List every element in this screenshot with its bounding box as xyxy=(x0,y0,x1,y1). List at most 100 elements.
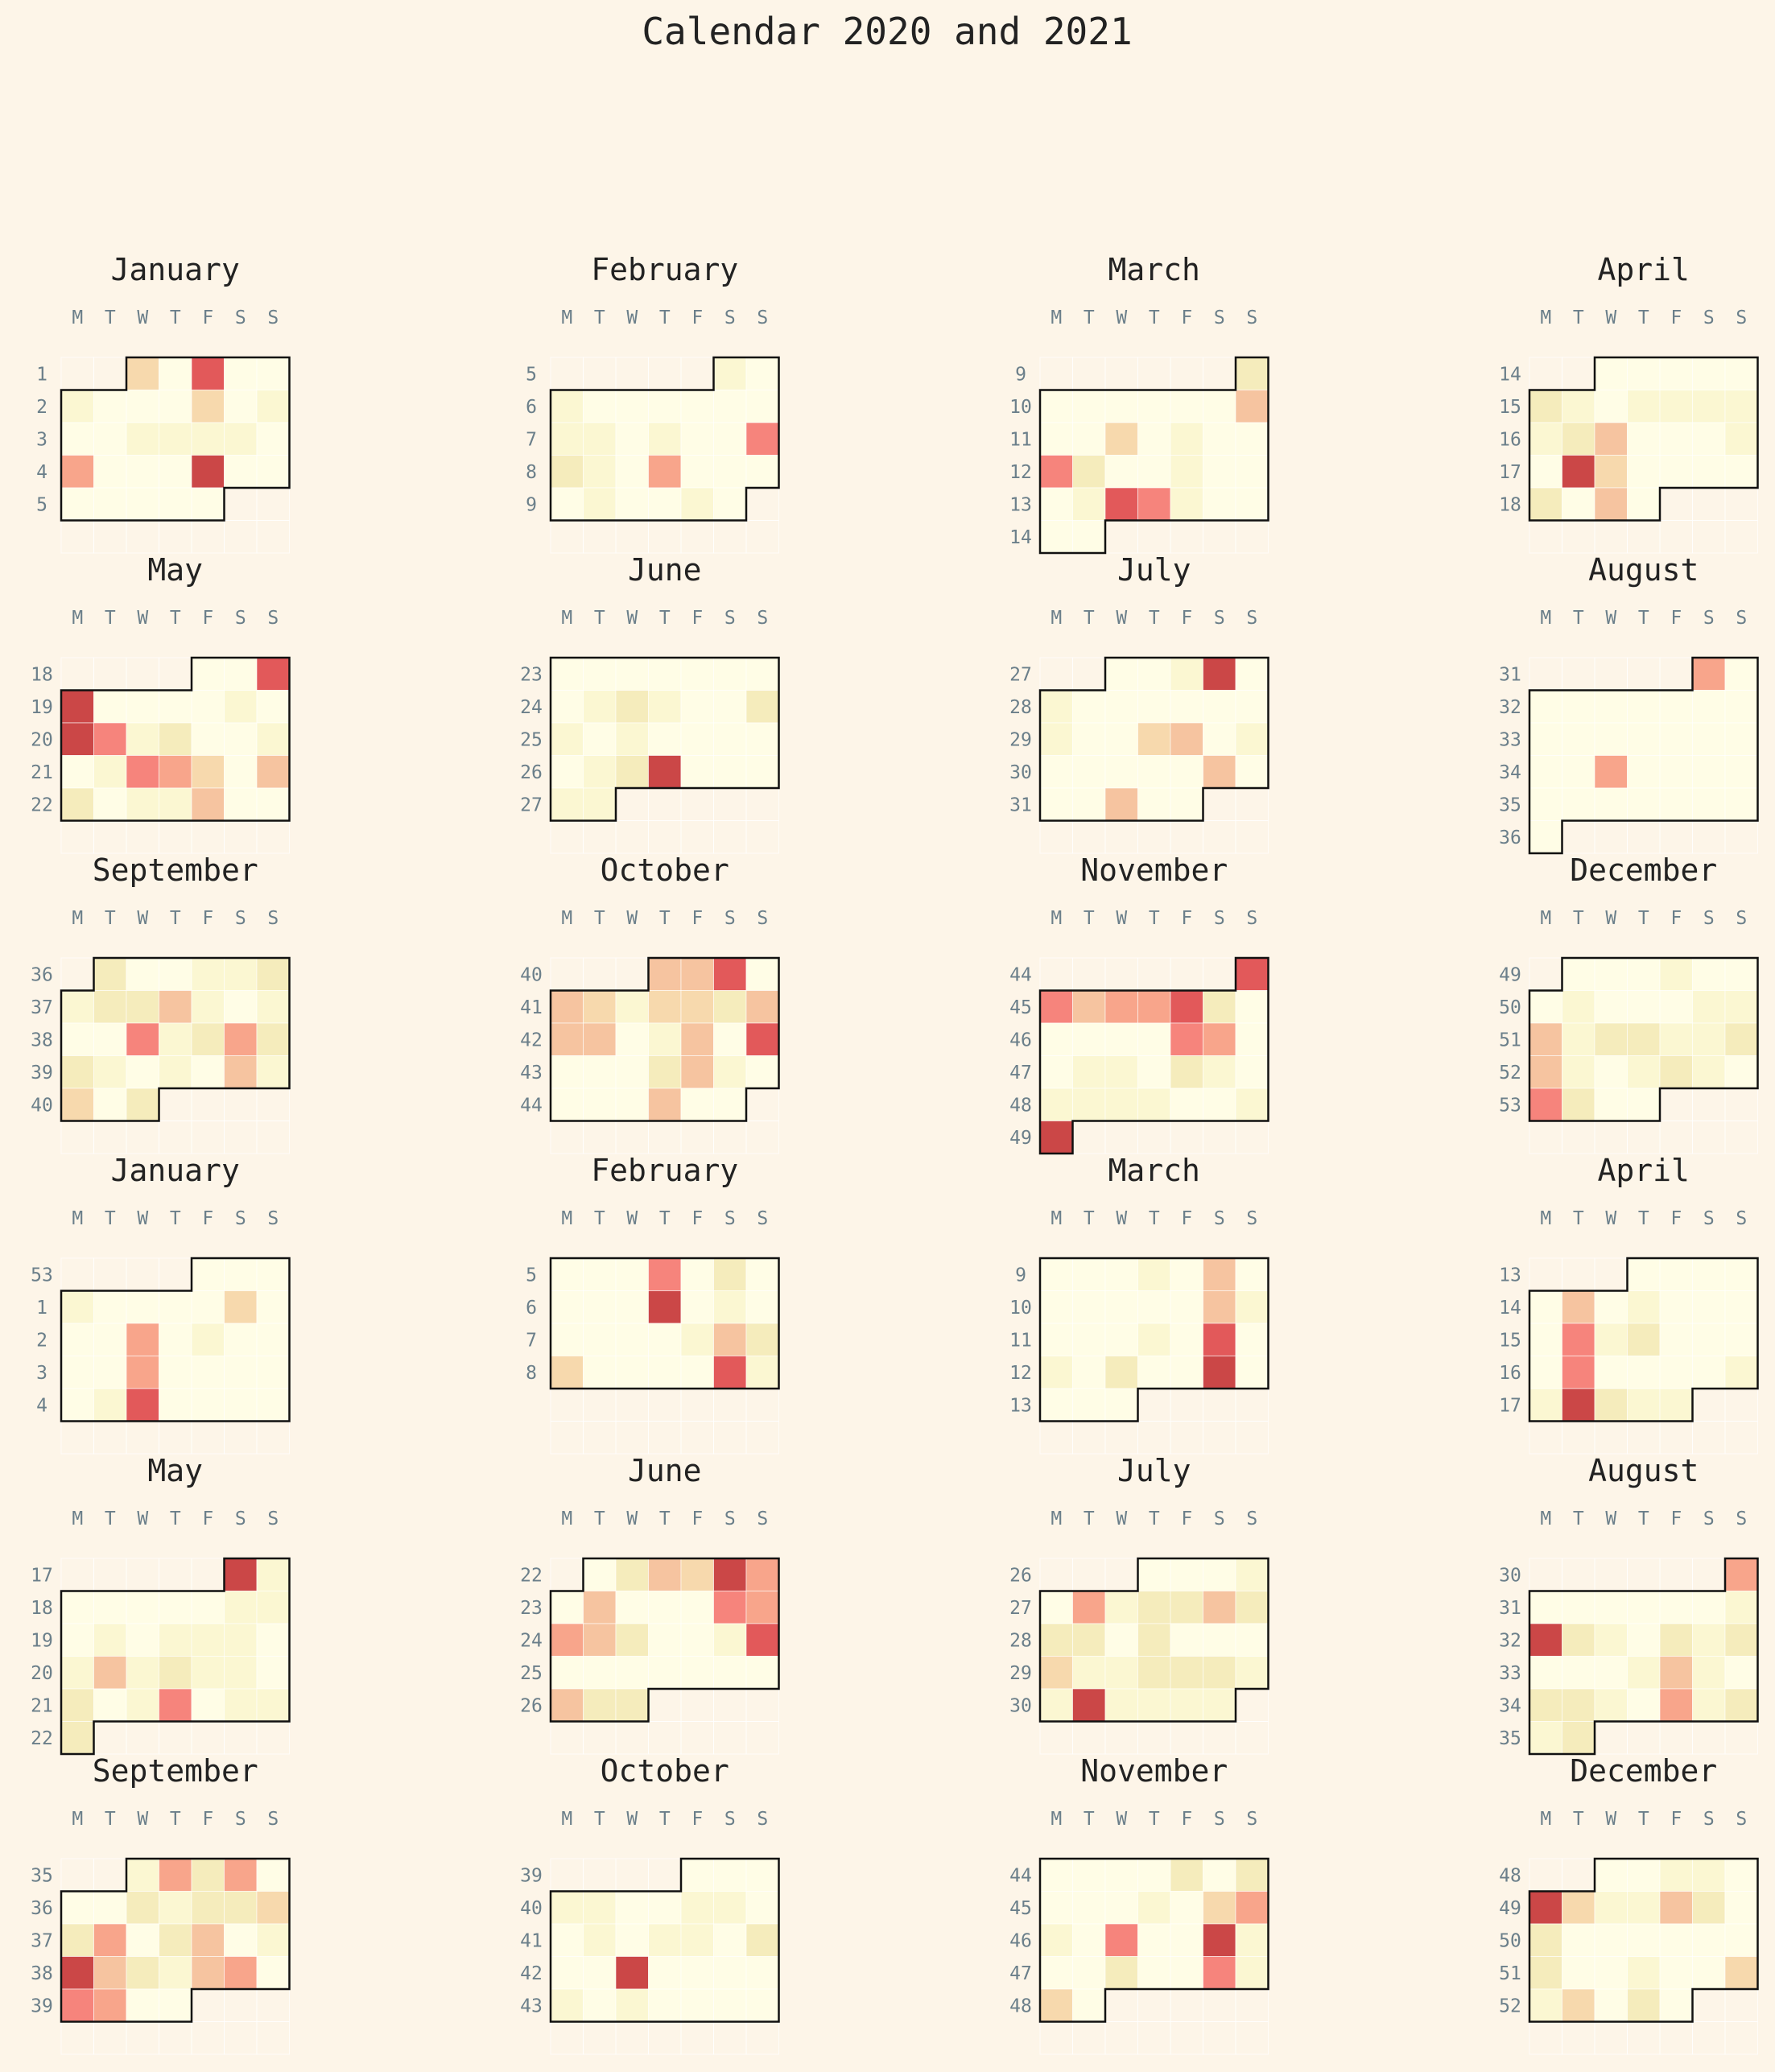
day-cell xyxy=(191,1688,225,1722)
day-cell xyxy=(93,1323,127,1356)
grid-cell xyxy=(1659,820,1693,854)
week-number-label: 27 xyxy=(1009,1598,1032,1619)
week-number-label: 49 xyxy=(1499,1898,1521,1919)
day-cell xyxy=(1170,1858,1203,1892)
day-cell xyxy=(680,1891,714,1925)
weekday-label: S xyxy=(757,908,768,929)
grid-cell xyxy=(550,1121,584,1154)
day-cell xyxy=(1627,957,1661,991)
week-number-label: 9 xyxy=(1015,1265,1026,1286)
day-cell xyxy=(1203,1923,1236,1957)
grid-cell xyxy=(680,1388,714,1422)
month-outline xyxy=(60,1257,291,1422)
day-cell xyxy=(60,1891,94,1925)
weekday-label: T xyxy=(594,1208,605,1229)
month-title: January xyxy=(111,252,240,287)
day-cell xyxy=(1529,1388,1562,1422)
day-cell xyxy=(224,1257,258,1291)
month-outline xyxy=(60,356,291,522)
day-cell xyxy=(1724,1257,1758,1291)
grid-cell xyxy=(550,520,584,554)
day-cell xyxy=(615,1891,649,1925)
weekday-label: W xyxy=(626,608,638,629)
day-cell xyxy=(1594,990,1628,1024)
weekday-label: S xyxy=(1214,1809,1225,1830)
grid-cell xyxy=(745,1088,779,1121)
weekday-label: M xyxy=(561,908,572,929)
grid-cell xyxy=(93,357,127,390)
grid-cell xyxy=(615,1421,649,1455)
grid-cell xyxy=(583,820,617,854)
day-cell xyxy=(745,1858,779,1892)
grid-cell xyxy=(1562,520,1595,554)
grid-cell xyxy=(583,1421,617,1455)
day-cell xyxy=(1594,1055,1628,1089)
day-cell xyxy=(60,787,94,821)
day-cell xyxy=(224,1656,258,1690)
day-cell xyxy=(1039,1290,1073,1324)
grid-cell xyxy=(1039,2021,1073,2055)
day-cell xyxy=(1170,1356,1203,1389)
day-cell xyxy=(583,1558,617,1591)
day-cell xyxy=(1562,1688,1595,1722)
day-cell xyxy=(1594,390,1628,423)
day-cell xyxy=(1039,1055,1073,1089)
grid-cell xyxy=(256,487,290,521)
day-cell xyxy=(126,422,159,456)
day-cell xyxy=(1562,455,1595,489)
day-cell xyxy=(126,1891,159,1925)
day-cell xyxy=(256,657,290,691)
weekday-label: F xyxy=(691,1809,703,1830)
day-cell xyxy=(550,1055,584,1089)
day-cell xyxy=(1137,1356,1171,1389)
day-cell xyxy=(1072,1988,1106,2022)
day-cell xyxy=(1104,1623,1138,1657)
grid-cell xyxy=(1170,1388,1203,1422)
day-cell xyxy=(745,1591,779,1624)
day-cell xyxy=(1627,1356,1661,1389)
day-cell xyxy=(713,657,747,691)
grid-cell xyxy=(93,1257,127,1291)
week-number-label: 36 xyxy=(1499,828,1521,848)
day-cell xyxy=(1039,1022,1073,1056)
grid-cell xyxy=(1104,1558,1138,1591)
grid-cell xyxy=(615,520,649,554)
grid-cell xyxy=(1235,520,1269,554)
week-number-label: 26 xyxy=(520,1695,543,1716)
day-cell xyxy=(1235,422,1269,456)
week-number-label: 48 xyxy=(1009,1095,1032,1116)
day-cell xyxy=(1627,1858,1661,1892)
day-cell xyxy=(1562,1022,1595,1056)
day-cell xyxy=(1104,1356,1138,1389)
day-cell xyxy=(1529,1923,1562,1957)
week-number-label: 47 xyxy=(1009,1063,1032,1083)
day-cell xyxy=(615,1088,649,1121)
day-cell xyxy=(550,1623,584,1657)
grid-cell xyxy=(224,1988,258,2022)
day-cell xyxy=(1072,1891,1106,1925)
day-cell xyxy=(1562,1591,1595,1624)
weekday-label: M xyxy=(1051,608,1062,629)
weekday-label: W xyxy=(1116,608,1127,629)
grid-cell xyxy=(550,1721,584,1755)
grid-cell xyxy=(680,1121,714,1154)
weekday-label: W xyxy=(1605,1809,1616,1830)
day-cell xyxy=(1627,1055,1661,1089)
day-cell xyxy=(648,1055,682,1089)
day-cell xyxy=(256,357,290,390)
day-cell xyxy=(1659,1858,1693,1892)
grid-cell xyxy=(1659,1088,1693,1121)
day-cell xyxy=(1072,422,1106,456)
grid-cell xyxy=(1529,1421,1562,1455)
grid-cell xyxy=(191,2021,225,2055)
day-cell xyxy=(1594,1356,1628,1389)
grid-cell xyxy=(1170,2021,1203,2055)
day-cell xyxy=(191,1022,225,1056)
day-cell xyxy=(256,1891,290,1925)
day-cell xyxy=(583,1257,617,1291)
day-cell xyxy=(1235,1923,1269,1957)
grid-cell xyxy=(60,1257,94,1291)
grid-cell xyxy=(1170,1721,1203,1755)
